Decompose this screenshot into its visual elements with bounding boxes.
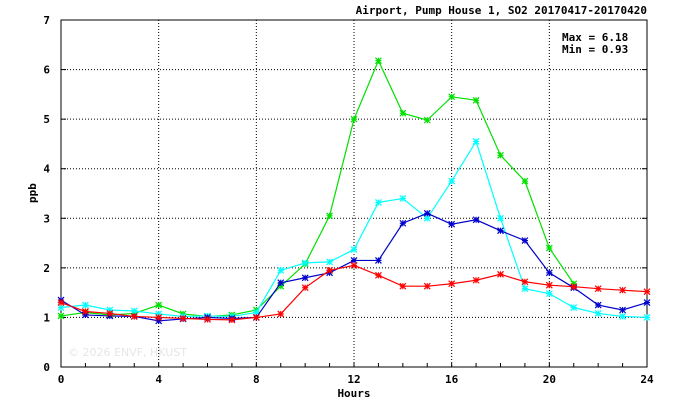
- data-point: [155, 314, 163, 321]
- data-point: [521, 278, 529, 286]
- data-point: [423, 209, 431, 217]
- y-tick-label: 4: [43, 163, 50, 176]
- data-point: [350, 246, 358, 253]
- stat-min: Min = 0.93: [562, 43, 628, 56]
- data-point: [326, 266, 334, 274]
- data-point: [643, 299, 651, 306]
- data-point: [399, 109, 407, 117]
- data-point: [594, 285, 602, 293]
- data-point: [521, 237, 529, 245]
- data-point: [619, 306, 627, 314]
- data-point: [497, 151, 504, 159]
- data-point: [374, 256, 382, 264]
- data-point: [204, 315, 211, 323]
- data-point: [179, 314, 187, 322]
- data-point: [619, 313, 627, 320]
- data-point: [570, 283, 578, 291]
- y-tick-label: 6: [43, 64, 50, 77]
- data-point: [130, 313, 138, 320]
- data-point: [350, 115, 358, 123]
- data-point: [252, 314, 260, 321]
- data-point: [277, 266, 285, 274]
- data-point: [594, 301, 602, 309]
- data-point: [350, 261, 358, 269]
- watermark: © 2026 ENVF, HKUST: [68, 346, 187, 359]
- data-point: [301, 259, 309, 267]
- data-point: [570, 304, 578, 311]
- x-tick-label: 0: [58, 373, 65, 386]
- x-tick-label: 8: [253, 373, 260, 386]
- data-point: [448, 280, 456, 288]
- data-point: [423, 282, 431, 290]
- data-point: [277, 279, 285, 287]
- data-point: [81, 308, 89, 315]
- data-point: [228, 316, 236, 324]
- data-point: [472, 96, 480, 104]
- y-tick-label: 5: [43, 113, 50, 126]
- y-axis-label: ppb: [26, 183, 39, 203]
- data-point: [374, 57, 382, 65]
- data-point: [448, 93, 456, 101]
- data-point: [619, 286, 627, 294]
- y-tick-label: 1: [43, 311, 50, 324]
- x-tick-label: 16: [445, 373, 459, 386]
- data-point: [472, 276, 480, 284]
- series-line: [60, 59, 575, 318]
- data-point: [643, 314, 651, 321]
- y-tick-label: 2: [43, 262, 50, 275]
- data-point: [350, 256, 358, 264]
- data-point: [448, 220, 456, 228]
- data-point: [57, 299, 65, 306]
- data-point: [497, 227, 504, 235]
- x-tick-label: 12: [347, 373, 360, 386]
- y-tick-label: 3: [43, 212, 50, 225]
- grid: [61, 20, 647, 367]
- data-point: [399, 219, 407, 227]
- chart-title: Airport, Pump House 1, SO2 20170417-2017…: [356, 4, 647, 17]
- data-point: [326, 258, 334, 266]
- data-point: [301, 284, 309, 292]
- x-tick-label: 24: [640, 373, 654, 386]
- data-point: [57, 312, 65, 320]
- data-point: [277, 310, 285, 318]
- data-point: [155, 301, 163, 309]
- data-point: [57, 304, 65, 311]
- series-2: [57, 138, 651, 321]
- data-point: [497, 214, 504, 222]
- data-point: [545, 290, 553, 298]
- data-point: [545, 244, 553, 252]
- data-point: [130, 307, 138, 315]
- data-point: [301, 274, 309, 282]
- stat-max: Max = 6.18: [562, 31, 628, 44]
- data-point: [545, 269, 553, 277]
- data-point: [594, 310, 602, 317]
- data-point: [326, 212, 334, 220]
- data-point: [448, 177, 456, 185]
- series-4: [57, 261, 651, 324]
- data-point: [472, 138, 480, 145]
- data-point: [643, 288, 651, 296]
- data-point: [106, 310, 114, 317]
- data-point: [472, 216, 480, 224]
- x-tick-label: 20: [543, 373, 556, 386]
- data-point: [374, 271, 382, 279]
- series-1: [57, 57, 578, 320]
- data-point: [399, 195, 407, 202]
- data-point: [497, 270, 504, 278]
- data-point: [81, 301, 89, 309]
- y-tick-label: 0: [43, 361, 50, 374]
- data-point: [521, 285, 529, 293]
- series-group: [57, 57, 651, 325]
- data-point: [545, 281, 553, 289]
- data-point: [399, 282, 407, 290]
- data-point: [374, 198, 382, 206]
- data-point: [423, 116, 431, 124]
- data-point: [521, 177, 529, 185]
- y-tick-label: 7: [43, 14, 50, 27]
- x-axis-label: Hours: [337, 387, 370, 400]
- x-tick-label: 4: [155, 373, 162, 386]
